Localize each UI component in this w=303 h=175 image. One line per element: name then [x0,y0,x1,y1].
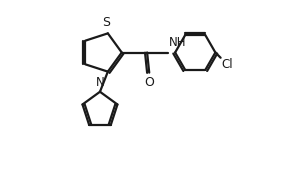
Text: Cl: Cl [221,58,233,71]
Text: N: N [95,76,104,89]
Text: O: O [144,76,154,89]
Text: S: S [102,16,111,29]
Text: NH: NH [169,36,187,49]
